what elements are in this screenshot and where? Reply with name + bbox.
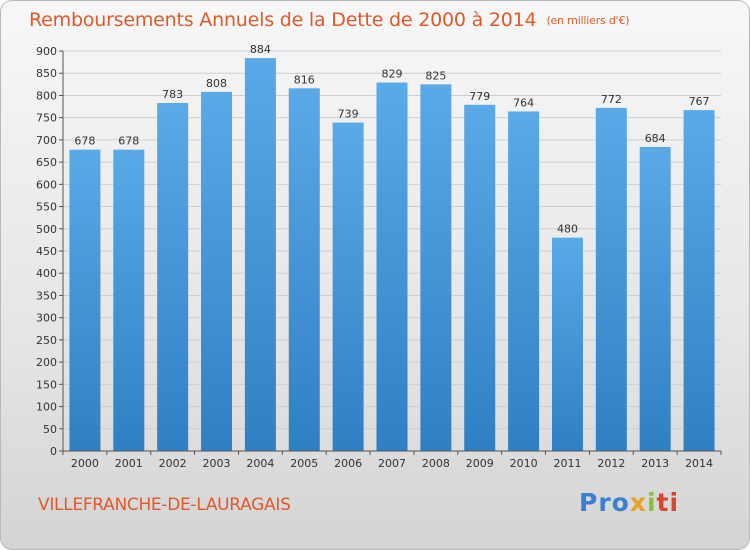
y-tick-label: 100	[36, 401, 57, 414]
chart-title: Remboursements Annuels de la Dette de 20…	[29, 9, 630, 31]
value-label-2014: 767	[689, 95, 710, 108]
bar-2004	[244, 58, 276, 451]
y-tick-label: 900	[36, 45, 57, 58]
chart-title-text: Remboursements Annuels de la Dette de 20…	[29, 9, 537, 31]
x-tick-label-2003: 2003	[203, 457, 231, 470]
x-tick-label-2009: 2009	[466, 457, 494, 470]
bar-2012	[595, 107, 627, 451]
x-tick-label-2000: 2000	[71, 457, 99, 470]
bar-2007	[376, 82, 408, 452]
value-label-2001: 678	[118, 135, 139, 148]
x-tick-label-2010: 2010	[510, 457, 538, 470]
y-tick-label: 200	[36, 356, 57, 369]
y-tick-label: 600	[36, 178, 57, 191]
logo-part-1: Pro	[579, 488, 630, 517]
value-label-2002: 783	[162, 88, 183, 101]
axes: 0 50 100 150 200 250 300 350 400 450 500 550 600 650 7…	[36, 45, 722, 470]
x-tick-label-2002: 2002	[159, 457, 187, 470]
bar-2006	[332, 122, 364, 452]
x-tick-label-2005: 2005	[290, 457, 318, 470]
y-tick-label: 300	[36, 312, 57, 325]
bar-2009	[464, 104, 496, 452]
bar-2005	[288, 88, 320, 451]
bars: 678 678 783 808 884 816 739 829 825 779 764 480 772 6…	[69, 43, 715, 452]
value-label-2005: 816	[294, 73, 315, 86]
proxiti-logo: Proxiti	[579, 488, 679, 517]
chart-subtitle: (en milliers d'€)	[546, 14, 630, 27]
y-tick-label: 550	[36, 201, 57, 214]
logo-part-3: i	[646, 488, 657, 517]
y-tick-label: 350	[36, 289, 57, 302]
value-label-2006: 739	[338, 108, 359, 121]
bar-2003	[201, 91, 233, 451]
bar-2014	[683, 110, 715, 451]
value-label-2012: 772	[601, 93, 622, 106]
x-tick-label-2007: 2007	[378, 457, 406, 470]
value-label-2008: 825	[425, 69, 446, 82]
y-tick-label: 400	[36, 267, 57, 280]
bar-2001	[113, 149, 145, 451]
y-tick-label: 500	[36, 223, 57, 236]
bar-2000	[69, 149, 101, 451]
y-tick-label: 50	[43, 423, 57, 436]
bar-2010	[508, 111, 540, 451]
bar-2013	[639, 147, 671, 451]
logo-part-2: x	[629, 488, 647, 517]
y-tick-label: 850	[36, 67, 57, 80]
x-tick-label-2012: 2012	[597, 457, 625, 470]
y-tick-label: 0	[50, 445, 57, 458]
value-label-2011: 480	[557, 223, 578, 236]
y-tick-label: 750	[36, 112, 57, 125]
y-tick-label: 650	[36, 156, 57, 169]
city-name: VILLEFRANCHE-DE-LAURAGAIS	[38, 495, 291, 515]
y-tick-label: 800	[36, 89, 57, 102]
x-tick-label-2011: 2011	[553, 457, 581, 470]
bar-2011	[551, 237, 583, 451]
x-tick-label-2004: 2004	[246, 457, 274, 470]
logo-part-4: ti	[656, 488, 680, 517]
x-tick-label-2008: 2008	[422, 457, 450, 470]
value-label-2004: 884	[250, 43, 271, 56]
value-label-2000: 678	[74, 135, 95, 148]
x-tick-label-2014: 2014	[685, 457, 713, 470]
value-label-2010: 764	[513, 96, 534, 109]
x-tick-label-2013: 2013	[641, 457, 669, 470]
value-label-2009: 779	[469, 90, 490, 103]
value-label-2013: 684	[645, 132, 666, 145]
x-tick-label-2006: 2006	[334, 457, 362, 470]
y-tick-label: 700	[36, 134, 57, 147]
x-tick-label-2001: 2001	[115, 457, 143, 470]
bar-2002	[157, 103, 189, 451]
value-label-2003: 808	[206, 77, 227, 90]
value-label-2007: 829	[382, 68, 403, 81]
bar-2008	[420, 84, 452, 451]
y-tick-label: 150	[36, 378, 57, 391]
y-tick-label: 450	[36, 245, 57, 258]
y-tick-label: 250	[36, 334, 57, 347]
